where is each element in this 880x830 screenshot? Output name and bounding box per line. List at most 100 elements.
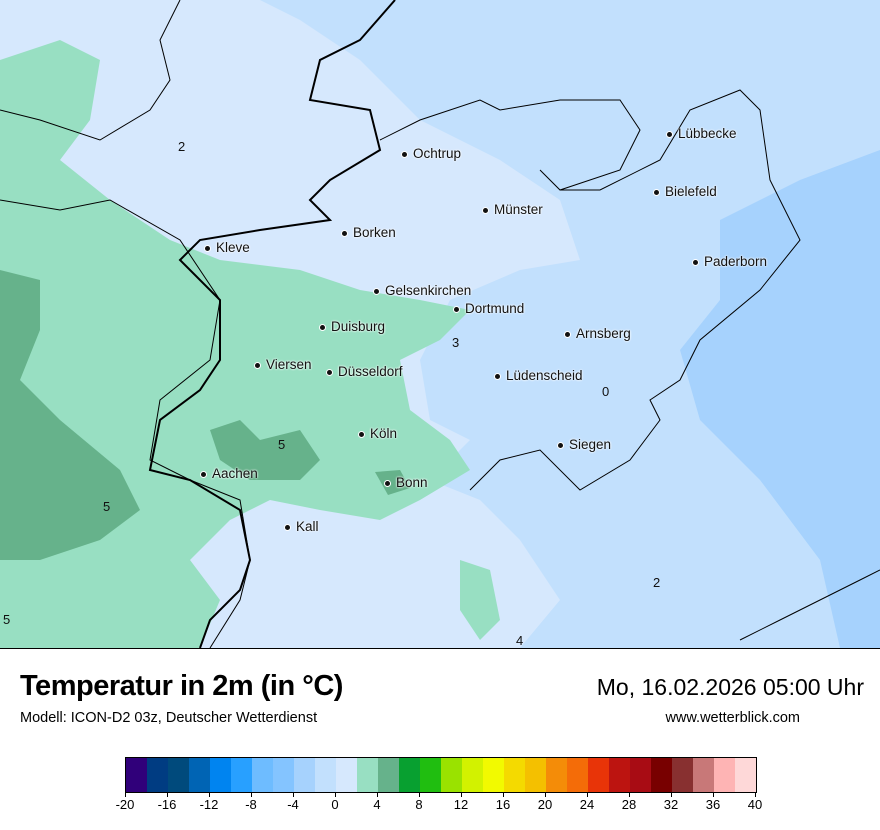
city-label: Kleve <box>205 240 250 255</box>
map-title: Temperatur in 2m (in °C) <box>20 670 343 702</box>
legend-swatch <box>609 758 630 792</box>
region-border <box>739 569 880 641</box>
legend-tick-label: 8 <box>415 797 423 812</box>
legend-swatch <box>567 758 588 792</box>
city-label: Düsseldorf <box>327 364 403 379</box>
city-label: Paderborn <box>693 254 767 269</box>
legend-swatch <box>399 758 420 792</box>
city-label: Münster <box>483 202 543 217</box>
legend-swatch <box>273 758 294 792</box>
mild-region-south <box>460 560 500 640</box>
legend-tick-label: 36 <box>705 797 721 812</box>
legend-swatch <box>483 758 504 792</box>
legend-tick <box>587 792 588 797</box>
legend-tick <box>461 792 462 797</box>
legend-tick <box>671 792 672 797</box>
legend-swatch <box>168 758 189 792</box>
legend-tick-label: -12 <box>199 797 219 812</box>
legend-swatch <box>252 758 273 792</box>
warm-region-koeln <box>210 420 320 480</box>
legend-tick <box>419 792 420 797</box>
legend-swatch <box>504 758 525 792</box>
city-label: Köln <box>359 426 397 441</box>
region-border <box>379 99 641 191</box>
region-border <box>469 89 801 491</box>
legend-swatch <box>651 758 672 792</box>
legend-swatch <box>546 758 567 792</box>
legend-tick-label: 40 <box>747 797 763 812</box>
legend-tick-label: 12 <box>453 797 469 812</box>
city-label: Duisburg <box>320 319 385 334</box>
legend-swatch <box>189 758 210 792</box>
legend-tick <box>167 792 168 797</box>
legend-ticks: -20 -16 -12 -8 -4 0 4 8 12 16 20 24 28 32 36 40 <box>116 792 762 822</box>
city-label: Dortmund <box>454 301 524 316</box>
city-label: Ochtrup <box>402 146 461 161</box>
legend-tick-label: -20 <box>115 797 135 812</box>
legend-tick-label: -16 <box>157 797 177 812</box>
city-label: Bielefeld <box>654 184 717 199</box>
legend-swatch <box>336 758 357 792</box>
legend-swatch <box>378 758 399 792</box>
contour-label: 0 <box>602 384 610 399</box>
website-link[interactable]: www.wetterblick.com <box>665 710 800 726</box>
legend-tick-label: 28 <box>621 797 637 812</box>
city-label: Viersen <box>255 357 312 372</box>
legend-tick <box>209 792 210 797</box>
city-label: Arnsberg <box>565 326 631 341</box>
contour-label: 4 <box>516 633 524 648</box>
legend-swatch <box>357 758 378 792</box>
legend-tick <box>713 792 714 797</box>
legend-swatch <box>441 758 462 792</box>
legend-tick <box>293 792 294 797</box>
city-label: Bonn <box>385 475 428 490</box>
legend-tick <box>629 792 630 797</box>
legend-tick-label: -4 <box>287 797 299 812</box>
color-legend <box>125 757 757 793</box>
warm-region <box>0 270 140 560</box>
legend-swatch <box>315 758 336 792</box>
city-label: Lübbecke <box>667 126 737 141</box>
legend-swatch <box>147 758 168 792</box>
legend-tick-label: 20 <box>537 797 553 812</box>
legend-tick-label: 4 <box>373 797 381 812</box>
legend-tick <box>545 792 546 797</box>
city-label: Aachen <box>201 466 258 481</box>
contour-label: 5 <box>103 499 111 514</box>
model-info: Modell: ICON-D2 03z, Deutscher Wetterdie… <box>20 710 318 726</box>
legend-swatch <box>735 758 756 792</box>
legend-swatch <box>630 758 651 792</box>
colder-region <box>680 150 880 648</box>
legend-tick <box>251 792 252 797</box>
legend-swatch <box>294 758 315 792</box>
region-border <box>0 0 181 141</box>
legend-swatch <box>231 758 252 792</box>
city-label: Siegen <box>558 437 611 452</box>
city-label: Kall <box>285 519 319 534</box>
legend-swatch <box>714 758 735 792</box>
contour-label: 2 <box>178 139 186 154</box>
legend-tick <box>377 792 378 797</box>
legend-swatch <box>693 758 714 792</box>
contour-label: 5 <box>3 612 11 627</box>
legend-swatch <box>420 758 441 792</box>
legend-swatch <box>462 758 483 792</box>
cold-region <box>260 0 880 648</box>
city-label: Gelsenkirchen <box>374 283 471 298</box>
legend-tick-label: 24 <box>579 797 595 812</box>
legend-swatch <box>588 758 609 792</box>
contour-label: 2 <box>653 575 661 590</box>
legend-tick <box>125 792 126 797</box>
forecast-datetime: Mo, 16.02.2026 05:00 Uhr <box>596 674 864 700</box>
city-label: Lüdenscheid <box>495 368 583 383</box>
legend-tick <box>503 792 504 797</box>
legend-tick-label: 32 <box>663 797 679 812</box>
legend-tick-label: 16 <box>495 797 511 812</box>
country-border <box>148 0 396 648</box>
temperature-map <box>0 0 880 649</box>
legend-tick-label: 0 <box>331 797 339 812</box>
legend-swatch <box>525 758 546 792</box>
contour-label: 3 <box>452 335 460 350</box>
legend-tick <box>335 792 336 797</box>
legend-swatch <box>210 758 231 792</box>
